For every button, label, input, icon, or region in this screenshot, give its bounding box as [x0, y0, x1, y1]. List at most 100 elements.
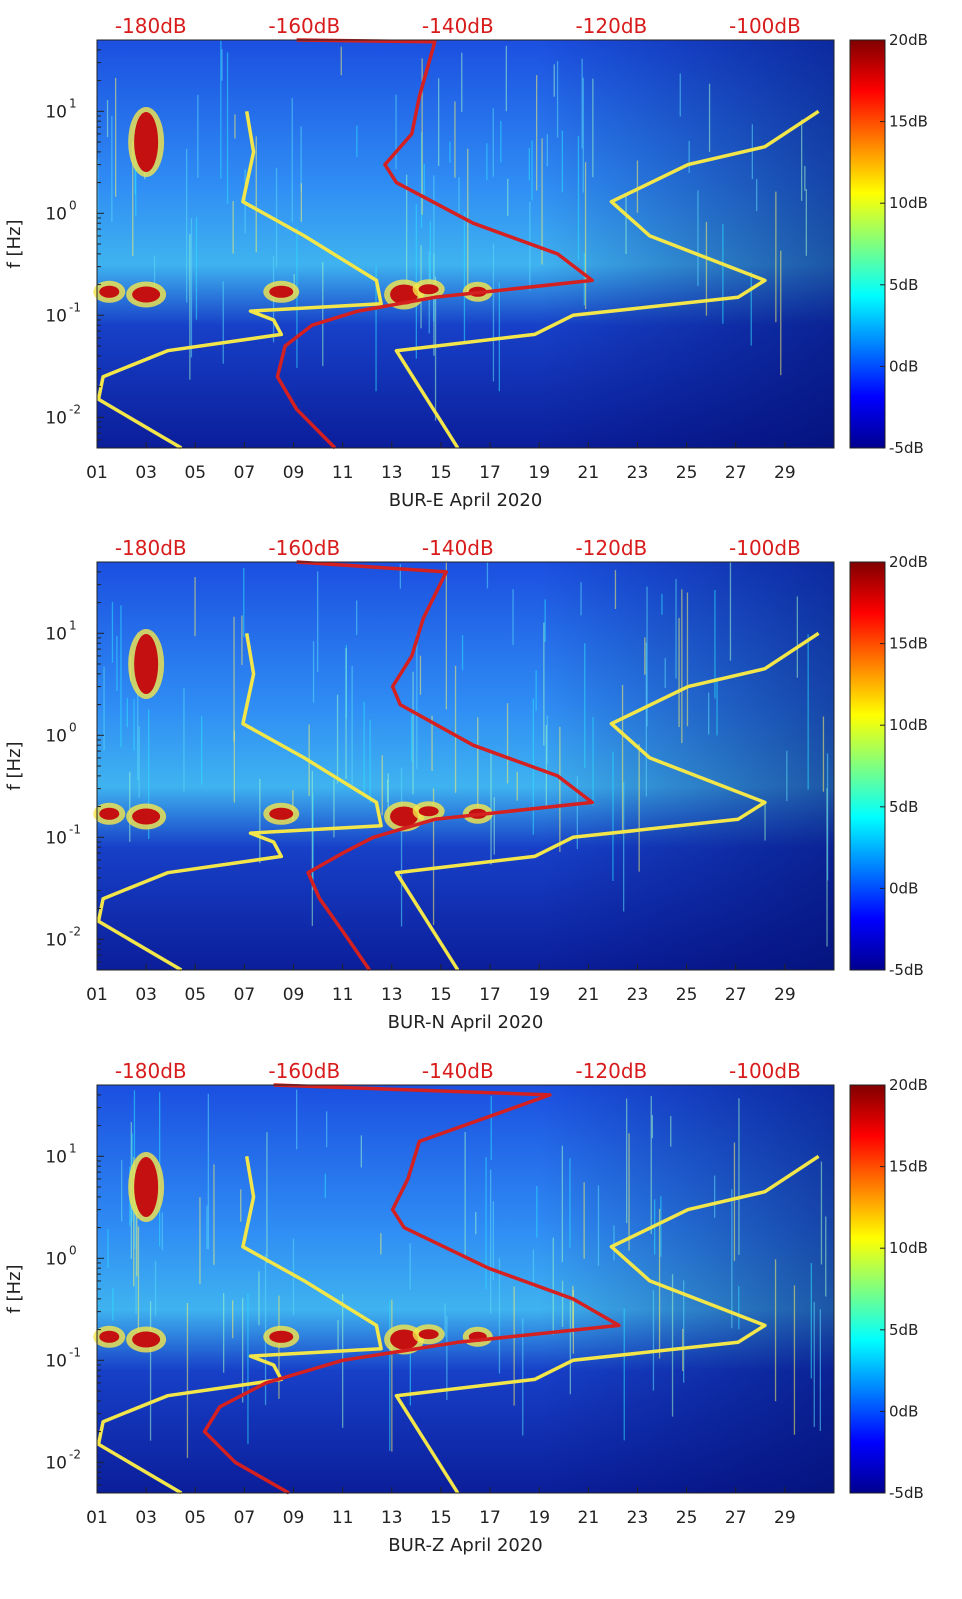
spectrogram-streak — [311, 770, 313, 926]
spectrogram-streak — [561, 130, 563, 193]
spectrogram-streak — [380, 1233, 382, 1255]
colorbar-tick-label: 15dB — [889, 1158, 928, 1176]
spectrogram-streak — [580, 582, 582, 616]
x-tick-label: 13 — [381, 463, 403, 483]
colorbar-tick-label: -5dB — [889, 961, 924, 979]
spectrogram-streak — [221, 49, 223, 81]
spectrogram-streak — [247, 1293, 249, 1445]
spectrogram-streak — [233, 730, 235, 803]
series-line-1 — [96, 111, 383, 450]
y-tick-label: 10 — [45, 930, 67, 950]
series-line-1 — [96, 1156, 383, 1495]
colorbar-tick-label: 5dB — [889, 1321, 918, 1339]
x-tick-label: 17 — [479, 985, 501, 1005]
spectrogram-streak — [266, 1132, 268, 1264]
spectrogram-streak — [449, 141, 451, 163]
spectrogram-streak — [592, 78, 594, 178]
y-tick-exponent: 0 — [69, 198, 77, 212]
spectrogram-shading — [539, 1085, 834, 1493]
colorbar-tick-label: 20dB — [889, 553, 928, 571]
x-tick-label: 09 — [283, 985, 305, 1005]
x-tick-label: 03 — [135, 985, 157, 1005]
colorbar-tick-label: 20dB — [889, 31, 928, 49]
spectrogram-streak — [644, 637, 646, 675]
x-tick-label: 25 — [676, 463, 698, 483]
spectrogram-hotspot — [418, 806, 439, 817]
spectrogram-streak — [136, 1203, 138, 1277]
spectrogram-streak — [416, 633, 418, 769]
spectrogram-streak — [805, 189, 807, 256]
x-tick-label: 21 — [578, 463, 600, 483]
spectrogram-streak — [621, 685, 624, 834]
spectrogram-streak — [556, 61, 559, 138]
spectrogram-streak — [201, 716, 203, 785]
spectrogram-streak — [351, 665, 353, 785]
spectrogram-streak — [506, 703, 509, 784]
spectrogram-streak — [126, 698, 128, 728]
x-tick-label: 19 — [528, 1508, 550, 1528]
y-tick-exponent: -1 — [69, 300, 81, 314]
top-db-label: -180dB — [115, 536, 187, 560]
spectrogram-streak — [613, 1225, 615, 1261]
spectrogram-streak — [498, 282, 500, 392]
spectrogram-streak — [536, 1186, 538, 1238]
spectrogram-streak — [569, 1158, 571, 1248]
spectrogram-streak — [399, 564, 401, 589]
spectrogram-streak — [232, 1300, 234, 1339]
spectrogram-streak — [445, 562, 447, 710]
x-tick-label: 29 — [774, 1508, 796, 1528]
spectrogram-streak — [705, 221, 708, 316]
spectrogram-streak — [360, 1135, 362, 1168]
spectrogram-streak — [522, 1318, 524, 1436]
spectrogram-streak — [106, 100, 109, 138]
spectrogram-streak — [300, 126, 302, 192]
spectrogram-streak — [454, 101, 456, 178]
colorbar-tick-label: 20dB — [889, 1076, 928, 1094]
colorbar — [849, 561, 886, 971]
top-db-label: -120dB — [575, 14, 647, 38]
x-tick-label: 25 — [676, 985, 698, 1005]
spectrogram-streak — [646, 586, 648, 727]
spectrogram-streak — [678, 617, 680, 727]
spectrogram-streak — [345, 648, 347, 779]
spectrogram-streak — [446, 1315, 448, 1400]
spectrogram-streak — [395, 94, 397, 170]
spectrogram-streak — [259, 778, 261, 864]
x-tick-label: 17 — [479, 463, 501, 483]
top-db-label: -140dB — [422, 536, 494, 560]
spectrogram-streak — [661, 593, 663, 615]
spectrogram-streak — [153, 255, 156, 288]
spectrogram-streak — [464, 1132, 466, 1255]
spectrogram-hotspot — [134, 112, 159, 172]
spectrogram-streak — [161, 1212, 163, 1250]
spectrogram-streak — [628, 1133, 630, 1251]
spectrogram-streak — [337, 1320, 339, 1351]
spectrogram-streak — [714, 590, 716, 699]
spectrogram-streak — [686, 592, 689, 727]
top-db-label: -140dB — [422, 14, 494, 38]
x-tick-label: 11 — [332, 463, 354, 483]
spectrogram-streak — [135, 1191, 137, 1314]
spectrogram-streak — [626, 1098, 628, 1224]
spectrogram-hotspot — [418, 1329, 439, 1340]
spectrogram-streak — [375, 265, 377, 392]
spectrogram-streak — [429, 220, 431, 289]
spectrogram-streak — [454, 665, 457, 793]
x-tick-label: 23 — [627, 1508, 649, 1528]
x-tick-label: 09 — [283, 1508, 305, 1528]
spectrogram-streak — [552, 1237, 554, 1335]
spectrogram-streak — [312, 641, 315, 703]
x-tick-label: 15 — [430, 463, 452, 483]
spectrogram-streak — [381, 755, 383, 816]
y-tick-label: 10 — [45, 1249, 67, 1269]
spectrogram-streak — [406, 174, 408, 289]
spectrogram-streak — [636, 160, 639, 213]
spectrogram-hotspot — [99, 1330, 120, 1343]
y-axis-label: f [Hz] — [4, 1264, 25, 1313]
spectrogram-streak — [275, 167, 278, 268]
spectrogram-streak — [592, 717, 594, 806]
spectrogram-streak — [234, 114, 236, 139]
y-tick-label: 10 — [45, 204, 67, 224]
spectrogram-streak — [400, 767, 403, 927]
spectrogram-streak — [764, 802, 766, 841]
